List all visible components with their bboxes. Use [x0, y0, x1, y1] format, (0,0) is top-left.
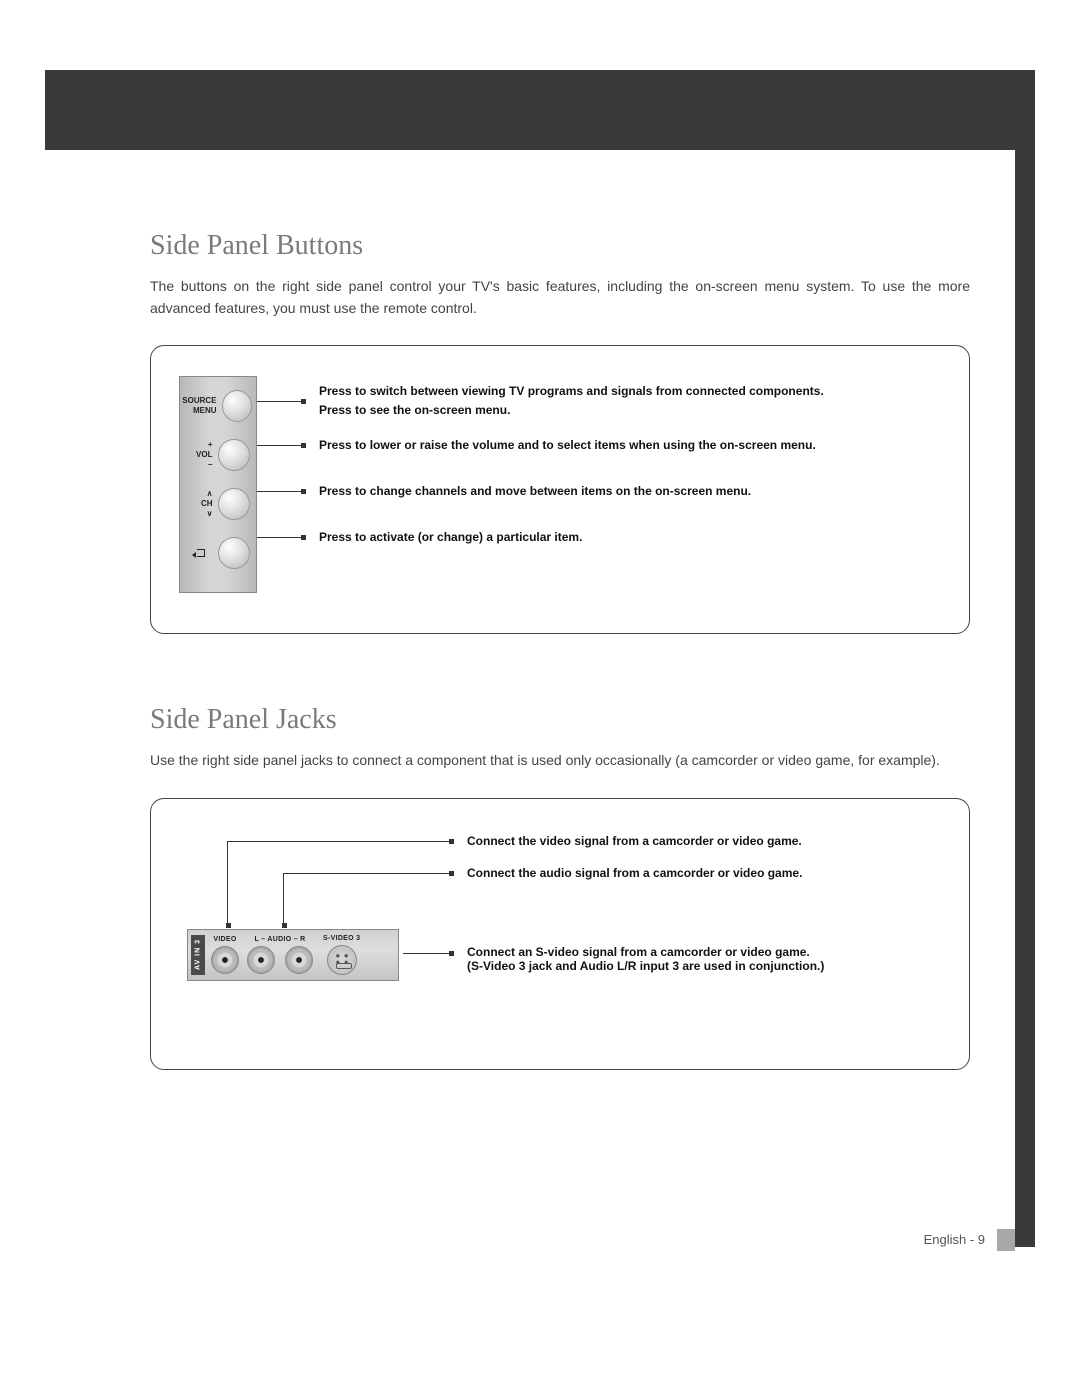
enter-button-row	[184, 537, 252, 569]
video-callout-text: Connect the video signal from a camcorde…	[467, 834, 802, 848]
page-footer-text: English - 9	[924, 1232, 985, 1247]
channel-button-row: ∧ CH ∨	[184, 488, 252, 520]
source-menu-button-row: SOURCE MENU	[184, 390, 252, 422]
side-panel-strip: SOURCE MENU + VOL – ∧ CH	[179, 376, 257, 593]
source-label: SOURCE	[182, 396, 216, 406]
video-jack[interactable]	[211, 946, 239, 974]
ch-down-label: ∨	[207, 509, 213, 519]
svideo-callout-line2: (S-Video 3 jack and Audio L/R input 3 ar…	[467, 959, 824, 973]
ch-up-label: ∧	[207, 489, 213, 499]
audio-jack-label: L – AUDIO – R	[255, 936, 306, 943]
svideo-callout: Connect an S-video signal from a camcord…	[403, 945, 824, 973]
channel-button[interactable]	[218, 488, 250, 520]
vol-minus-label: –	[208, 460, 212, 470]
audio-callout-text: Connect the audio signal from a camcorde…	[467, 866, 802, 880]
source-menu-callout: Press to switch between viewing TV progr…	[257, 380, 941, 422]
menu-label: MENU	[193, 406, 217, 416]
volume-button-row: + VOL –	[184, 439, 252, 471]
channel-callout: Press to change channels and move betwee…	[257, 468, 941, 514]
page-side-bar	[1015, 70, 1035, 1247]
enter-callout: Press to activate (or change) a particul…	[257, 514, 941, 560]
enter-callout-text: Press to activate (or change) a particul…	[319, 529, 941, 546]
audio-r-jack[interactable]	[285, 946, 313, 974]
channel-callout-text: Press to change channels and move betwee…	[319, 483, 941, 500]
volume-button[interactable]	[218, 439, 250, 471]
vol-plus-label: +	[208, 440, 213, 450]
svideo-jack[interactable]	[327, 945, 357, 975]
enter-button[interactable]	[218, 537, 250, 569]
jacks-panel-strip: AV IN 3 VIDEO L – AUDIO – R S-VIDEO 3	[187, 929, 399, 981]
section-jacks-intro: Use the right side panel jacks to connec…	[150, 750, 970, 772]
audio-callout: Connect the audio signal from a camcorde…	[439, 866, 802, 880]
enter-icon	[194, 549, 205, 558]
volume-callout: Press to lower or raise the volume and t…	[257, 422, 941, 468]
svideo-jack-label: S-VIDEO 3	[323, 935, 360, 942]
svideo-callout-line1: Connect an S-video signal from a camcord…	[467, 945, 824, 959]
ch-label: CH	[201, 499, 213, 509]
video-connector-line	[227, 841, 228, 927]
jacks-diagram: AV IN 3 VIDEO L – AUDIO – R S-VIDEO 3	[150, 798, 970, 1070]
video-hline	[227, 841, 439, 842]
page-header-bar	[45, 70, 1035, 150]
av-in-3-tag: AV IN 3	[191, 935, 205, 975]
source-callout-line1: Press to switch between viewing TV progr…	[319, 383, 941, 400]
audio-l-jack[interactable]	[247, 946, 275, 974]
vol-label: VOL	[196, 450, 212, 460]
volume-callout-text: Press to lower or raise the volume and t…	[319, 437, 941, 454]
section-buttons-title: Side Panel Buttons	[150, 230, 970, 262]
section-buttons-intro: The buttons on the right side panel cont…	[150, 276, 970, 319]
audio-connector-line	[283, 873, 284, 927]
source-menu-button[interactable]	[222, 390, 252, 422]
audio-hline	[283, 873, 439, 874]
page-footer-tab	[997, 1229, 1015, 1251]
buttons-diagram: SOURCE MENU + VOL – ∧ CH	[150, 345, 970, 634]
video-jack-label: VIDEO	[213, 936, 236, 943]
video-callout: Connect the video signal from a camcorde…	[439, 834, 802, 848]
section-jacks-title: Side Panel Jacks	[150, 704, 970, 736]
source-callout-line2: Press to see the on-screen menu.	[319, 402, 941, 419]
